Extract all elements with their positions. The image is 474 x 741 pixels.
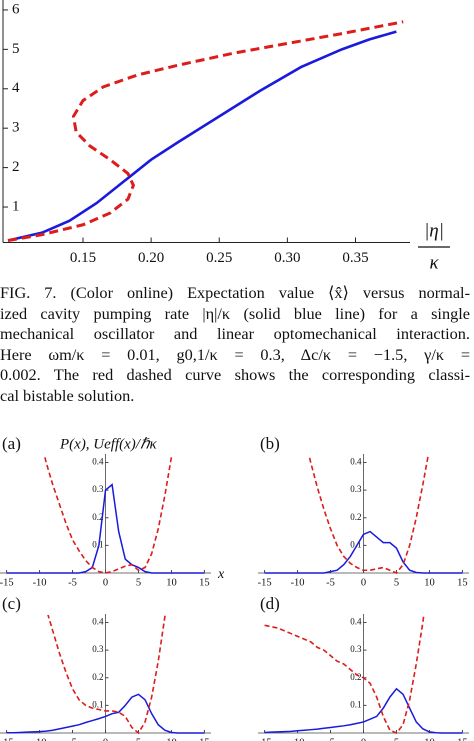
caption-line: 0.002. The red dashed curve shows the co… <box>0 365 470 384</box>
caption: FIG. 7. (Color online) Expectation value… <box>0 283 470 406</box>
x-tick-label: 10 <box>166 737 177 741</box>
data-line <box>6 483 205 574</box>
x-tick-label: -10 <box>33 577 47 588</box>
x-tick-label: -15 <box>258 737 272 741</box>
panel: -15 -10 -5 0 5 10 15 0.1 0.2 0.3 0.4 (c) <box>0 594 211 741</box>
panel-label: (c) <box>2 594 21 613</box>
x-tick-label: 15 <box>457 737 468 741</box>
panel-label: (a) <box>2 434 21 453</box>
caption-line: mechanical oscillator and linear optomec… <box>0 324 470 343</box>
x-tick-label: 5 <box>136 577 141 588</box>
panel: -15 -10 -5 0 5 10 15 0.1 0.2 0.3 0.4 (d) <box>258 594 469 741</box>
caption-line: cal bistable solution. <box>0 385 135 405</box>
x-axis-label: κ <box>429 252 439 273</box>
x-tick-label: 0.15 <box>70 250 96 266</box>
x-tick-label: 5 <box>394 577 399 588</box>
x-tick-label: 0 <box>103 577 108 588</box>
x-tick-label: -5 <box>326 737 335 741</box>
panel: 0.15 0.20 0.25 0.30 0.35 1 2 3 4 5 6 |η| κ <box>2 0 450 273</box>
x-axis-label: x <box>217 567 225 582</box>
data-line <box>7 20 404 243</box>
panel: -15 -10 -5 0 5 10 15 0.1 0.2 0.3 0.4 (b) <box>258 434 469 588</box>
caption-line: FIG. 7. (Color online) Expectation value… <box>0 283 470 302</box>
y-tick-label: 3 <box>12 120 20 136</box>
data-line <box>47 615 166 735</box>
y-tick-label: 5 <box>12 41 20 57</box>
y-tick-label: 1 <box>12 198 20 214</box>
panel-label: (d) <box>260 594 280 613</box>
y-tick-label: 0.4 <box>350 457 362 467</box>
data-line <box>6 693 205 734</box>
data-line <box>264 615 425 734</box>
x-tick-label: -5 <box>68 577 77 588</box>
y-tick-label: 0.2 <box>92 512 103 522</box>
y-tick-label: 0.4 <box>92 617 104 627</box>
panel-title: P(x), Ueff(x)/ℏκ <box>59 436 157 452</box>
y-tick-label: 0.2 <box>350 672 361 682</box>
panel-label: (b) <box>260 434 280 453</box>
x-tick-label: -15 <box>258 577 272 588</box>
y-tick-label: 0.1 <box>92 539 103 549</box>
y-tick-label: 0.3 <box>92 644 104 654</box>
x-tick-label: -15 <box>0 737 14 741</box>
x-tick-label: 0.35 <box>342 250 368 266</box>
y-tick-label: 0.1 <box>350 699 361 709</box>
y-tick-label: 0.1 <box>350 539 361 549</box>
x-tick-label: 5 <box>394 737 399 741</box>
x-tick-label: -10 <box>291 577 305 588</box>
data-line <box>264 687 463 734</box>
x-tick-label: 15 <box>199 577 210 588</box>
x-tick-label: 0 <box>361 737 366 741</box>
x-axis-label: |η| <box>424 220 444 241</box>
y-tick-label: 0.3 <box>350 644 362 654</box>
panel: -15 -10 -5 0 5 10 15 0.1 0.2 0.3 0.4 (a) P(x), Ueff(… <box>0 434 225 588</box>
x-tick-label: 0 <box>103 737 108 741</box>
x-tick-label: -15 <box>0 577 14 588</box>
y-tick-label: 6 <box>12 1 20 17</box>
data-line <box>308 455 430 574</box>
x-tick-label: -10 <box>33 737 47 741</box>
x-tick-label: 10 <box>424 577 435 588</box>
x-tick-label: 0.30 <box>274 250 300 266</box>
caption-line: Here ωm/κ = 0.01, g0,1/κ = 0.3, Δc/κ = −… <box>0 344 470 364</box>
data-line <box>7 30 397 242</box>
x-tick-label: -10 <box>291 737 305 741</box>
x-tick-label: 10 <box>166 577 177 588</box>
x-tick-label: -5 <box>326 577 335 588</box>
y-tick-label: 0.3 <box>350 484 362 494</box>
x-tick-label: 10 <box>424 737 435 741</box>
caption-line: ized cavity pumping rate |η|/κ (solid bl… <box>0 303 470 323</box>
y-tick-label: 0.4 <box>92 457 104 467</box>
y-tick-label: 0.2 <box>92 672 103 682</box>
x-tick-label: 15 <box>457 577 468 588</box>
data-line <box>264 530 463 574</box>
x-tick-label: 0.25 <box>206 250 232 266</box>
x-tick-label: 5 <box>136 737 141 741</box>
y-tick-label: 2 <box>12 159 20 175</box>
x-tick-label: 0 <box>361 577 366 588</box>
y-tick-label: 0.3 <box>92 484 104 494</box>
y-tick-label: 0.4 <box>350 617 362 627</box>
x-tick-label: 15 <box>199 737 210 741</box>
y-tick-label: 0.2 <box>350 512 361 522</box>
y-tick-label: 0.1 <box>92 699 103 709</box>
x-tick-label: -5 <box>68 737 77 741</box>
y-tick-label: 4 <box>12 80 20 96</box>
x-tick-label: 0.20 <box>138 250 164 266</box>
